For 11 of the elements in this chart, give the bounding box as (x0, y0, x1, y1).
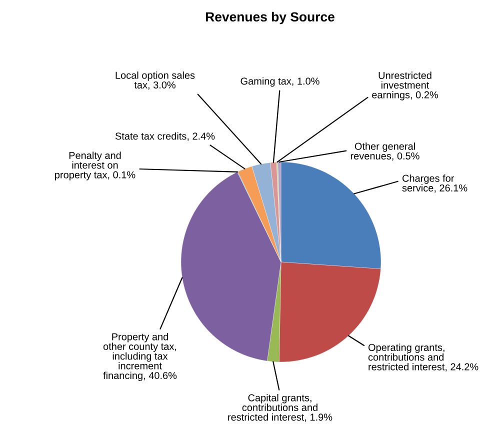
slice-label: Charges for service, 26.1% (402, 174, 468, 193)
chart-title: Revenues by Source (206, 12, 334, 24)
slice-label: Local option sales tax, 3.0% (116, 71, 195, 90)
slice-label: Unrestricted investment earnings, 0.2% (372, 72, 438, 100)
slice-label: Other general revenues, 0.5% (350, 142, 420, 161)
slice-label: Gaming tax, 1.0% (240, 77, 320, 87)
slice-label: Penalty and interest on property tax, 0.1% (55, 152, 136, 180)
slice-label: State tax credits, 2.4% (115, 132, 215, 141)
slice-label: Operating grants, contributions and restricted interest, 24.2% (368, 344, 478, 372)
slice-label: Property and other county tax, including tax increment financing, 40.6% (103, 332, 177, 382)
slice-label: Capital grants, contributions and restricted interest, 1.9% (228, 394, 332, 422)
